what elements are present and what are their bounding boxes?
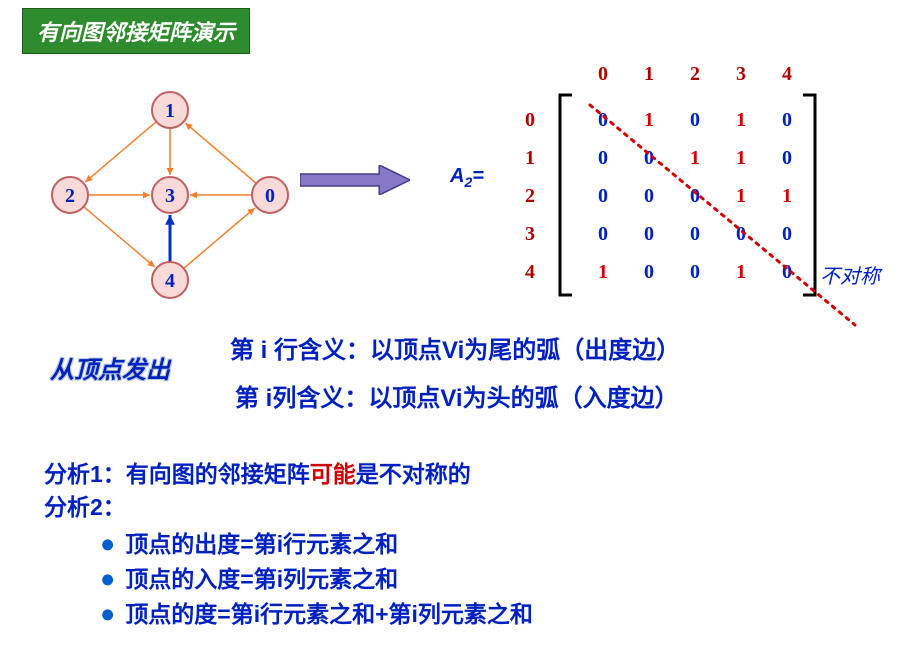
matrix-svg: 01234012340101000110000110000010010 — [510, 60, 910, 370]
directed-graph: 0 1 2 3 4 — [40, 80, 300, 315]
svg-text:4: 4 — [782, 63, 792, 85]
svg-text:0: 0 — [782, 223, 792, 245]
title-box: 有向图邻接矩阵演示 — [22, 8, 250, 54]
svg-text:1: 1 — [598, 261, 608, 283]
svg-text:4: 4 — [525, 261, 535, 283]
bullet-2: ● 顶点的度=第i行元素之和+第i列元素之和 — [100, 595, 533, 629]
svg-text:0: 0 — [598, 63, 608, 85]
svg-text:1: 1 — [782, 185, 792, 207]
svg-text:0: 0 — [265, 185, 275, 207]
svg-text:3: 3 — [525, 223, 535, 245]
svg-text:0: 0 — [644, 261, 654, 283]
title-text: 有向图邻接矩阵演示 — [37, 20, 235, 45]
matrix: 01234012340101000110000110000010010 — [510, 60, 910, 375]
svg-text:0: 0 — [690, 109, 700, 131]
svg-text:1: 1 — [644, 109, 654, 131]
explain-line-1: 第 i列含义：以顶点Vi为头的弧（入度边） — [235, 378, 679, 413]
big-arrow — [300, 165, 410, 200]
svg-text:0: 0 — [598, 185, 608, 207]
svg-text:0: 0 — [782, 109, 792, 131]
svg-text:0: 0 — [690, 261, 700, 283]
svg-text:0: 0 — [598, 223, 608, 245]
svg-text:1: 1 — [736, 109, 746, 131]
svg-text:0: 0 — [782, 147, 792, 169]
svg-text:0: 0 — [690, 223, 700, 245]
bullet-text: 顶点的入度=第i列元素之和 — [125, 566, 398, 592]
bullet-icon: ● — [100, 600, 115, 628]
svg-text:1: 1 — [736, 185, 746, 207]
bullet-icon: ● — [100, 530, 115, 558]
subhead: 从顶点发出 — [50, 350, 170, 385]
svg-text:1: 1 — [736, 147, 746, 169]
analysis-1: 分析2： — [44, 488, 126, 522]
bullet-text: 顶点的度=第i行元素之和+第i列元素之和 — [125, 601, 533, 627]
analysis-0: 分析1：有向图的邻接矩阵可能是不对称的 — [44, 455, 471, 489]
svg-text:2: 2 — [690, 63, 700, 85]
graph-svg: 0 1 2 3 4 — [40, 80, 300, 310]
svg-text:3: 3 — [736, 63, 746, 85]
matrix-name: A — [450, 165, 464, 187]
big-arrow-svg — [300, 165, 410, 195]
bullet-icon: ● — [100, 565, 115, 593]
matrix-label: A2= — [450, 165, 484, 190]
svg-text:1: 1 — [690, 147, 700, 169]
explain-line-0: 第 i 行含义：以顶点Vi为尾的弧（出度边） — [230, 330, 680, 365]
matrix-eq: = — [472, 165, 484, 187]
svg-text:1: 1 — [644, 63, 654, 85]
svg-text:4: 4 — [165, 270, 175, 292]
svg-text:0: 0 — [644, 223, 654, 245]
svg-text:1: 1 — [525, 147, 535, 169]
asymmetric-label: 不对称 — [820, 260, 880, 289]
svg-text:0: 0 — [525, 109, 535, 131]
bullet-1: ● 顶点的入度=第i列元素之和 — [100, 560, 398, 594]
svg-text:1: 1 — [165, 100, 175, 122]
svg-text:0: 0 — [598, 147, 608, 169]
svg-text:0: 0 — [644, 185, 654, 207]
bullet-0: ● 顶点的出度=第i行元素之和 — [100, 525, 398, 559]
svg-text:0: 0 — [690, 185, 700, 207]
bullet-text: 顶点的出度=第i行元素之和 — [125, 531, 398, 557]
svg-text:3: 3 — [165, 185, 175, 207]
svg-text:2: 2 — [525, 185, 535, 207]
svg-text:1: 1 — [736, 261, 746, 283]
svg-text:2: 2 — [65, 185, 75, 207]
